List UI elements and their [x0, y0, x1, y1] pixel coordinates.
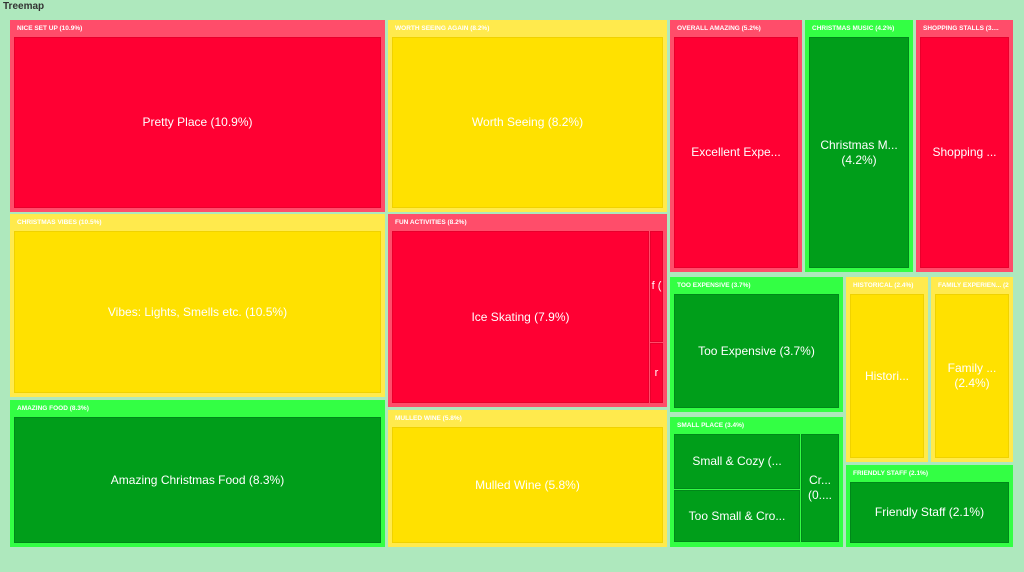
treemap-leaf[interactable]: Pretty Place (10.9%)	[14, 37, 381, 208]
treemap-leaf[interactable]: Cr... (0....	[801, 434, 839, 542]
treemap-group[interactable]: AMAZING FOOD (8.3%) Amazing Christmas Foo…	[10, 400, 385, 547]
treemap-group[interactable]: HISTORICAL (2.4%) Histori...	[846, 277, 928, 462]
treemap-group-label: SMALL PLACE (3.4%)	[677, 422, 745, 429]
treemap-group[interactable]: CHRISTMAS MUSIC (4.2%) Christmas M... (4.…	[805, 20, 913, 272]
treemap-leaf-label: Amazing Christmas Food (8.3%)	[110, 472, 285, 487]
treemap-leaf[interactable]: Worth Seeing (8.2%)	[392, 37, 663, 208]
treemap-leaf[interactable]: Shopping ...	[920, 37, 1009, 268]
treemap-leaf-label: Friendly Staff (2.1%)	[874, 505, 985, 519]
treemap-leaf-label: Shopping ...	[932, 145, 997, 159]
treemap-leaf[interactable]: Amazing Christmas Food (8.3%)	[14, 417, 381, 543]
treemap-leaf[interactable]: Ice Skating (7.9%)	[392, 231, 649, 403]
chart-title: Treemap	[3, 1, 45, 12]
treemap-group[interactable]: NICE SET UP (10.9%) Pretty Place (10.9%)	[10, 20, 385, 212]
treemap-leaf-label: f (	[651, 280, 662, 292]
treemap-leaf-label: Vibes: Lights, Smells etc. (10.5%)	[107, 304, 288, 319]
treemap-group-label: FAMILY EXPERIEN... (2.4%)	[938, 282, 1009, 289]
treemap-group[interactable]: FAMILY EXPERIEN... (2.4%) Family ... (2.4…	[931, 277, 1013, 462]
treemap-group-label: TOO EXPENSIVE (3.7%)	[677, 282, 751, 289]
treemap-leaf[interactable]: Too Expensive (3.7%)	[674, 294, 839, 408]
treemap-leaf-label: Mulled Wine (5.8%)	[475, 477, 580, 492]
treemap-leaf[interactable]: Excellent Expe...	[674, 37, 798, 268]
treemap-leaf-label: Pretty Place (10.9%)	[142, 115, 253, 129]
treemap-leaf[interactable]: Histori...	[850, 294, 924, 458]
treemap-group-label: SHOPPING STALLS (3....	[923, 25, 999, 32]
treemap-group[interactable]: FRIENDLY STAFF (2.1%) Friendly Staff (2.1…	[846, 465, 1013, 547]
treemap-leaf-label: Worth Seeing (8.2%)	[471, 115, 584, 129]
treemap-leaf-label: Too Small & Cro...	[688, 508, 786, 523]
treemap-group-label: FUN ACTIVITIES (8.2%)	[395, 219, 467, 226]
treemap-leaf[interactable]: Friendly Staff (2.1%)	[850, 482, 1009, 543]
treemap-group-label: CHRISTMAS VIBES (10.5%)	[17, 219, 102, 226]
treemap-group[interactable]: FUN ACTIVITIES (8.2%) Ice Skating (7.9%) f…	[388, 214, 667, 407]
treemap-leaf[interactable]: Family ... (2.4%)	[935, 294, 1009, 458]
treemap-group[interactable]: MULLED WINE (5.8%) Mulled Wine (5.8%)	[388, 410, 667, 547]
treemap-group[interactable]: TOO EXPENSIVE (3.7%) Too Expensive (3.7%)	[670, 277, 843, 412]
treemap-group[interactable]: SHOPPING STALLS (3.... Shopping ...	[916, 20, 1013, 272]
treemap-group[interactable]: WORTH SEEING AGAIN (8.2%) Worth Seeing (8…	[388, 20, 667, 212]
treemap-leaf-label: Too Expensive (3.7%)	[698, 343, 815, 358]
treemap-leaf[interactable]: r	[650, 343, 663, 403]
treemap-leaf[interactable]: Too Small & Cro...	[674, 490, 800, 542]
treemap-group-label: HISTORICAL (2.4%)	[853, 282, 914, 289]
treemap-group-label: WORTH SEEING AGAIN (8.2%)	[395, 25, 490, 32]
treemap-group-label: OVERALL AMAZING (5.2%)	[677, 25, 761, 32]
treemap-group-label: MULLED WINE (5.8%)	[395, 415, 462, 422]
treemap-leaf-label: r	[654, 366, 659, 379]
treemap-group[interactable]: CHRISTMAS VIBES (10.5%) Vibes: Lights, Sm…	[10, 214, 385, 397]
treemap-leaf-label: Christmas M... (4.2%)	[820, 137, 898, 167]
treemap-leaf[interactable]: f (	[650, 231, 663, 342]
treemap-leaf-label: Small & Cozy (...	[692, 454, 782, 468]
treemap-leaf[interactable]: Mulled Wine (5.8%)	[392, 427, 663, 543]
treemap-leaf-label: Cr... (0....	[807, 473, 832, 502]
treemap-group-label: CHRISTMAS MUSIC (4.2%)	[812, 25, 895, 32]
treemap-leaf[interactable]: Vibes: Lights, Smells etc. (10.5%)	[14, 231, 381, 393]
treemap-group-label: FRIENDLY STAFF (2.1%)	[853, 470, 929, 477]
treemap-leaf[interactable]: Christmas M... (4.2%)	[809, 37, 909, 268]
treemap-group-label: NICE SET UP (10.9%)	[17, 25, 83, 32]
treemap-leaf-label: Family ... (2.4%)	[947, 361, 997, 390]
treemap-group-label: AMAZING FOOD (8.3%)	[17, 405, 89, 412]
treemap-leaf-label: Histori...	[864, 368, 909, 383]
treemap-group[interactable]: OVERALL AMAZING (5.2%) Excellent Expe...	[670, 20, 802, 272]
treemap-group[interactable]: SMALL PLACE (3.4%) Small & Cozy (... Too S…	[670, 417, 843, 547]
treemap-leaf[interactable]: Small & Cozy (...	[674, 434, 800, 489]
treemap-leaf-label: Ice Skating (7.9%)	[471, 309, 570, 324]
treemap-leaf-label: Excellent Expe...	[691, 145, 781, 159]
